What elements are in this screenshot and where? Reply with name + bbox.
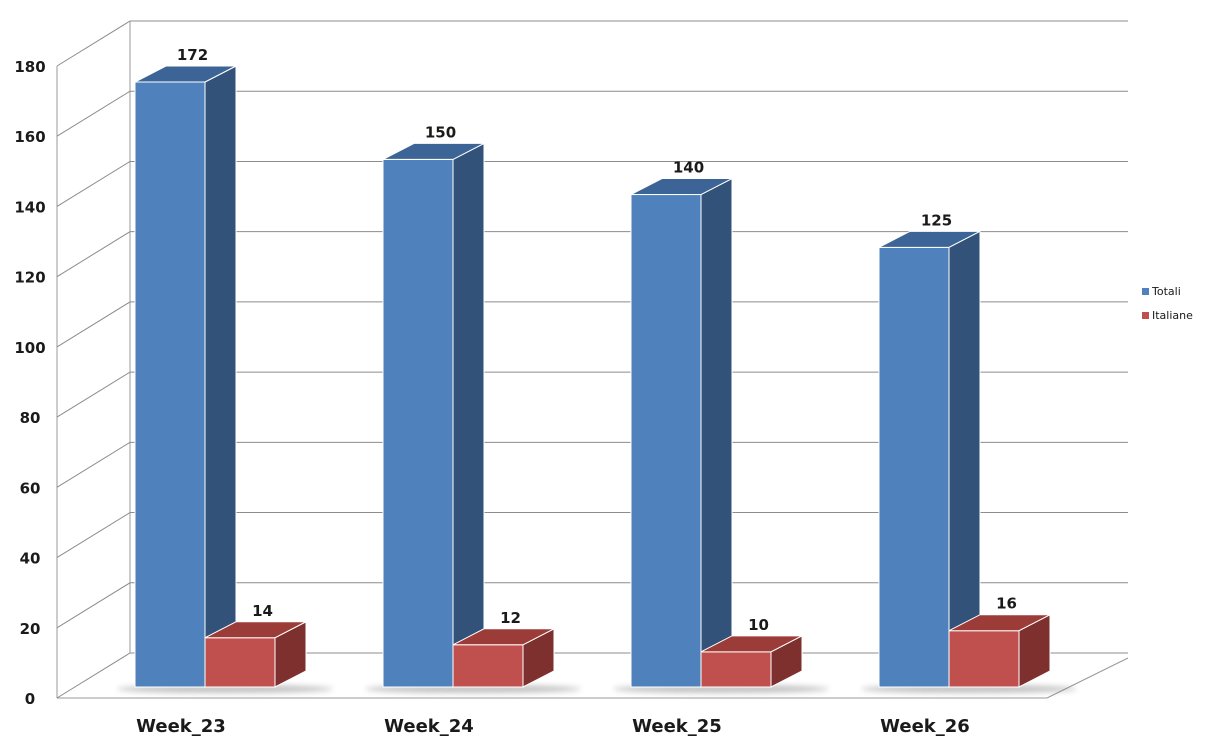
bar-front — [452, 644, 524, 688]
bar-front — [630, 194, 702, 688]
x-tick-label: Week_24 — [384, 716, 474, 737]
bar-top — [204, 621, 307, 639]
bar-italiane-week_25 — [700, 635, 803, 688]
y-tick-label: 0 — [25, 690, 35, 708]
gridline-depth — [56, 512, 131, 558]
data-label: 125 — [921, 211, 952, 229]
bar-front — [204, 637, 276, 688]
y-tick-label: 120 — [14, 269, 45, 287]
bar-totali-week_23 — [134, 65, 237, 688]
data-label: 150 — [425, 123, 456, 141]
bar-top — [452, 628, 555, 646]
data-label: 12 — [500, 609, 521, 627]
bar-front — [700, 651, 772, 688]
bar-italiane-week_23 — [204, 620, 307, 688]
y-tick-label: 60 — [20, 479, 41, 497]
chart-walls — [56, 21, 1129, 699]
bar-front — [382, 158, 454, 688]
gridline-depth — [56, 441, 131, 488]
y-tick-label: 80 — [20, 409, 41, 427]
gridline-depth — [56, 582, 131, 629]
x-tick-label: Week_26 — [880, 716, 970, 737]
legend-label: Italiane — [1152, 309, 1193, 322]
bar-front — [948, 630, 1020, 688]
gridline-depth — [56, 652, 131, 699]
bar-top — [948, 614, 1051, 632]
bar-totali-week_25 — [630, 177, 733, 688]
y-tick-label: 180 — [14, 58, 45, 76]
legend-label: Totali — [1151, 285, 1181, 298]
legend-swatch — [1142, 288, 1149, 295]
data-label: 140 — [673, 159, 704, 177]
bar-front — [134, 81, 206, 688]
x-tick-label: Week_23 — [136, 716, 226, 737]
data-label: 172 — [177, 46, 208, 64]
bar-totali-week_26 — [878, 230, 981, 688]
y-tick-label: 160 — [14, 128, 45, 146]
bar-totali-week_24 — [382, 142, 485, 688]
y-tick-label: 140 — [14, 198, 45, 216]
bar-side — [204, 65, 237, 688]
bars — [134, 65, 1051, 688]
x-axis: Week_23 Week_24 Week_25 Week_26 — [136, 716, 970, 737]
gridline-depth — [56, 301, 131, 348]
bar-top — [382, 142, 485, 160]
bar-front — [878, 246, 950, 688]
y-tick-label: 100 — [14, 339, 45, 357]
data-labels: 172 14 150 12 140 10 125 16 — [177, 46, 1017, 634]
gridline-depth — [56, 161, 131, 207]
bar-italiane-week_26 — [948, 613, 1051, 688]
bar-top — [630, 178, 733, 196]
y-axis: 0 20 40 60 80 100 120 140 160 180 — [14, 58, 45, 708]
gridline-depth — [56, 231, 131, 278]
gridline-depth — [56, 90, 131, 137]
data-label: 10 — [748, 616, 769, 634]
bar-italiane-week_24 — [452, 627, 555, 688]
gridline-depth — [56, 371, 131, 418]
bar-top — [134, 65, 237, 83]
bar-side — [452, 142, 485, 688]
x-tick-label: Week_25 — [632, 716, 722, 737]
y-tick-label: 40 — [20, 550, 41, 568]
gridline-depth — [56, 20, 131, 67]
data-label: 16 — [996, 595, 1017, 613]
legend-swatch — [1142, 312, 1149, 319]
floor-right-edge — [1046, 657, 1129, 699]
bar-top — [878, 230, 981, 248]
legend: Totali Italiane — [1142, 285, 1193, 322]
bar-top — [700, 635, 803, 653]
y-tick-label: 20 — [20, 620, 41, 638]
data-label: 14 — [252, 602, 273, 620]
bar-side — [700, 177, 733, 688]
